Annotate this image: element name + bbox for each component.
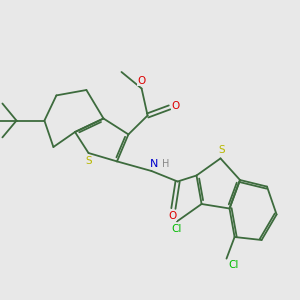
Text: S: S bbox=[219, 145, 225, 155]
Text: H: H bbox=[162, 159, 169, 170]
Text: O: O bbox=[137, 76, 145, 86]
Text: N: N bbox=[150, 159, 159, 170]
Text: O: O bbox=[169, 211, 177, 221]
Text: Cl: Cl bbox=[172, 224, 182, 234]
Text: S: S bbox=[85, 155, 92, 166]
Text: Cl: Cl bbox=[229, 260, 239, 270]
Text: O: O bbox=[171, 101, 180, 111]
